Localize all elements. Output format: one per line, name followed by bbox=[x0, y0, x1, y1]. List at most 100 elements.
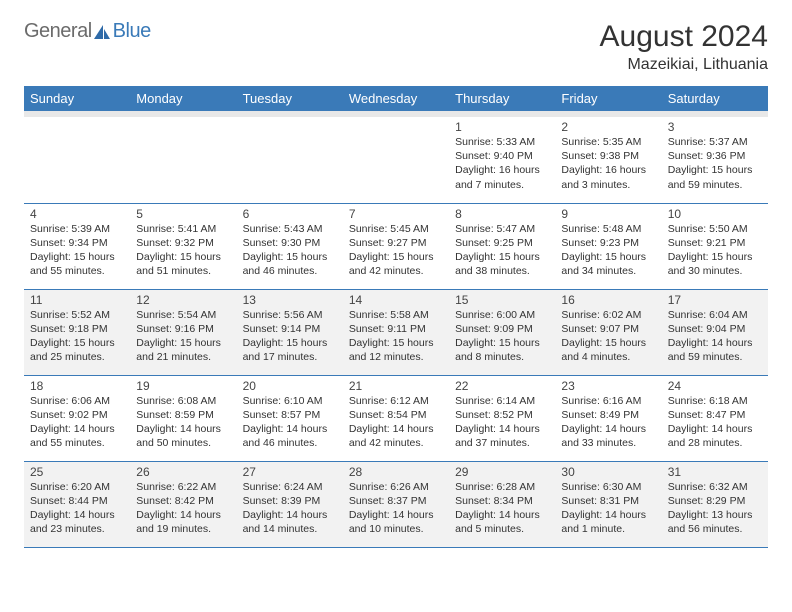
calendar-table: Sunday Monday Tuesday Wednesday Thursday… bbox=[24, 86, 768, 548]
sunset-line: Sunset: 8:47 PM bbox=[668, 408, 762, 422]
sunset-line: Sunset: 9:18 PM bbox=[30, 322, 124, 336]
daylight-line: Daylight: 14 hours and 50 minutes. bbox=[136, 422, 230, 450]
day-number: 3 bbox=[668, 120, 762, 134]
dow-monday: Monday bbox=[130, 86, 236, 111]
sunset-line: Sunset: 8:57 PM bbox=[243, 408, 337, 422]
day-number: 17 bbox=[668, 293, 762, 307]
dow-saturday: Saturday bbox=[662, 86, 768, 111]
day-cell: 29Sunrise: 6:28 AMSunset: 8:34 PMDayligh… bbox=[449, 461, 555, 547]
sunrise-line: Sunrise: 6:32 AM bbox=[668, 480, 762, 494]
day-cell: 6Sunrise: 5:43 AMSunset: 9:30 PMDaylight… bbox=[237, 203, 343, 289]
day-number: 9 bbox=[561, 207, 655, 221]
logo-text-1: General bbox=[24, 20, 92, 43]
day-cell: 20Sunrise: 6:10 AMSunset: 8:57 PMDayligh… bbox=[237, 375, 343, 461]
sunrise-line: Sunrise: 5:47 AM bbox=[455, 222, 549, 236]
day-cell: 2Sunrise: 5:35 AMSunset: 9:38 PMDaylight… bbox=[555, 117, 661, 203]
empty-cell bbox=[24, 117, 130, 203]
daylight-line: Daylight: 15 hours and 4 minutes. bbox=[561, 336, 655, 364]
sunset-line: Sunset: 9:07 PM bbox=[561, 322, 655, 336]
sunset-line: Sunset: 9:32 PM bbox=[136, 236, 230, 250]
sunset-line: Sunset: 9:11 PM bbox=[349, 322, 443, 336]
day-number: 16 bbox=[561, 293, 655, 307]
day-number: 10 bbox=[668, 207, 762, 221]
day-cell: 24Sunrise: 6:18 AMSunset: 8:47 PMDayligh… bbox=[662, 375, 768, 461]
sunrise-line: Sunrise: 5:58 AM bbox=[349, 308, 443, 322]
sunset-line: Sunset: 9:30 PM bbox=[243, 236, 337, 250]
sunset-line: Sunset: 8:37 PM bbox=[349, 494, 443, 508]
sunrise-line: Sunrise: 6:30 AM bbox=[561, 480, 655, 494]
sunrise-line: Sunrise: 6:28 AM bbox=[455, 480, 549, 494]
day-number: 8 bbox=[455, 207, 549, 221]
day-cell: 27Sunrise: 6:24 AMSunset: 8:39 PMDayligh… bbox=[237, 461, 343, 547]
sunset-line: Sunset: 8:29 PM bbox=[668, 494, 762, 508]
day-number: 26 bbox=[136, 465, 230, 479]
dow-tuesday: Tuesday bbox=[237, 86, 343, 111]
day-number: 15 bbox=[455, 293, 549, 307]
day-cell: 8Sunrise: 5:47 AMSunset: 9:25 PMDaylight… bbox=[449, 203, 555, 289]
sunrise-line: Sunrise: 5:33 AM bbox=[455, 135, 549, 149]
sunset-line: Sunset: 8:42 PM bbox=[136, 494, 230, 508]
daylight-line: Daylight: 14 hours and 23 minutes. bbox=[30, 508, 124, 536]
dow-sunday: Sunday bbox=[24, 86, 130, 111]
daylight-line: Daylight: 15 hours and 55 minutes. bbox=[30, 250, 124, 278]
daylight-line: Daylight: 15 hours and 30 minutes. bbox=[668, 250, 762, 278]
daylight-line: Daylight: 15 hours and 42 minutes. bbox=[349, 250, 443, 278]
sunset-line: Sunset: 8:49 PM bbox=[561, 408, 655, 422]
day-cell: 30Sunrise: 6:30 AMSunset: 8:31 PMDayligh… bbox=[555, 461, 661, 547]
day-cell: 31Sunrise: 6:32 AMSunset: 8:29 PMDayligh… bbox=[662, 461, 768, 547]
sunrise-line: Sunrise: 5:43 AM bbox=[243, 222, 337, 236]
day-cell: 4Sunrise: 5:39 AMSunset: 9:34 PMDaylight… bbox=[24, 203, 130, 289]
sunrise-line: Sunrise: 5:54 AM bbox=[136, 308, 230, 322]
day-cell: 14Sunrise: 5:58 AMSunset: 9:11 PMDayligh… bbox=[343, 289, 449, 375]
day-number: 28 bbox=[349, 465, 443, 479]
sunrise-line: Sunrise: 5:52 AM bbox=[30, 308, 124, 322]
daylight-line: Daylight: 14 hours and 33 minutes. bbox=[561, 422, 655, 450]
sunrise-line: Sunrise: 5:56 AM bbox=[243, 308, 337, 322]
sunset-line: Sunset: 8:34 PM bbox=[455, 494, 549, 508]
sunrise-line: Sunrise: 5:50 AM bbox=[668, 222, 762, 236]
day-number: 4 bbox=[30, 207, 124, 221]
logo-sail-icon bbox=[93, 24, 111, 40]
day-of-week-row: Sunday Monday Tuesday Wednesday Thursday… bbox=[24, 86, 768, 111]
day-cell: 16Sunrise: 6:02 AMSunset: 9:07 PMDayligh… bbox=[555, 289, 661, 375]
day-number: 29 bbox=[455, 465, 549, 479]
sunrise-line: Sunrise: 5:35 AM bbox=[561, 135, 655, 149]
day-cell: 9Sunrise: 5:48 AMSunset: 9:23 PMDaylight… bbox=[555, 203, 661, 289]
sunrise-line: Sunrise: 6:14 AM bbox=[455, 394, 549, 408]
daylight-line: Daylight: 15 hours and 59 minutes. bbox=[668, 163, 762, 191]
day-number: 5 bbox=[136, 207, 230, 221]
day-number: 6 bbox=[243, 207, 337, 221]
logo-text-2: Blue bbox=[113, 20, 151, 43]
daylight-line: Daylight: 14 hours and 5 minutes. bbox=[455, 508, 549, 536]
sunrise-line: Sunrise: 6:00 AM bbox=[455, 308, 549, 322]
sunset-line: Sunset: 9:38 PM bbox=[561, 149, 655, 163]
day-cell: 18Sunrise: 6:06 AMSunset: 9:02 PMDayligh… bbox=[24, 375, 130, 461]
sunrise-line: Sunrise: 6:04 AM bbox=[668, 308, 762, 322]
sunrise-line: Sunrise: 6:22 AM bbox=[136, 480, 230, 494]
calendar-week-row: 18Sunrise: 6:06 AMSunset: 9:02 PMDayligh… bbox=[24, 375, 768, 461]
dow-friday: Friday bbox=[555, 86, 661, 111]
day-number: 13 bbox=[243, 293, 337, 307]
day-cell: 3Sunrise: 5:37 AMSunset: 9:36 PMDaylight… bbox=[662, 117, 768, 203]
sunset-line: Sunset: 9:09 PM bbox=[455, 322, 549, 336]
daylight-line: Daylight: 15 hours and 38 minutes. bbox=[455, 250, 549, 278]
day-number: 21 bbox=[349, 379, 443, 393]
dow-wednesday: Wednesday bbox=[343, 86, 449, 111]
daylight-line: Daylight: 15 hours and 12 minutes. bbox=[349, 336, 443, 364]
empty-cell bbox=[237, 117, 343, 203]
day-number: 31 bbox=[668, 465, 762, 479]
day-cell: 17Sunrise: 6:04 AMSunset: 9:04 PMDayligh… bbox=[662, 289, 768, 375]
daylight-line: Daylight: 15 hours and 21 minutes. bbox=[136, 336, 230, 364]
day-cell: 21Sunrise: 6:12 AMSunset: 8:54 PMDayligh… bbox=[343, 375, 449, 461]
day-cell: 1Sunrise: 5:33 AMSunset: 9:40 PMDaylight… bbox=[449, 117, 555, 203]
sunset-line: Sunset: 8:59 PM bbox=[136, 408, 230, 422]
day-cell: 10Sunrise: 5:50 AMSunset: 9:21 PMDayligh… bbox=[662, 203, 768, 289]
day-number: 27 bbox=[243, 465, 337, 479]
day-cell: 11Sunrise: 5:52 AMSunset: 9:18 PMDayligh… bbox=[24, 289, 130, 375]
empty-cell bbox=[343, 117, 449, 203]
sunset-line: Sunset: 9:14 PM bbox=[243, 322, 337, 336]
sunset-line: Sunset: 9:36 PM bbox=[668, 149, 762, 163]
daylight-line: Daylight: 14 hours and 19 minutes. bbox=[136, 508, 230, 536]
sunset-line: Sunset: 9:34 PM bbox=[30, 236, 124, 250]
daylight-line: Daylight: 15 hours and 34 minutes. bbox=[561, 250, 655, 278]
